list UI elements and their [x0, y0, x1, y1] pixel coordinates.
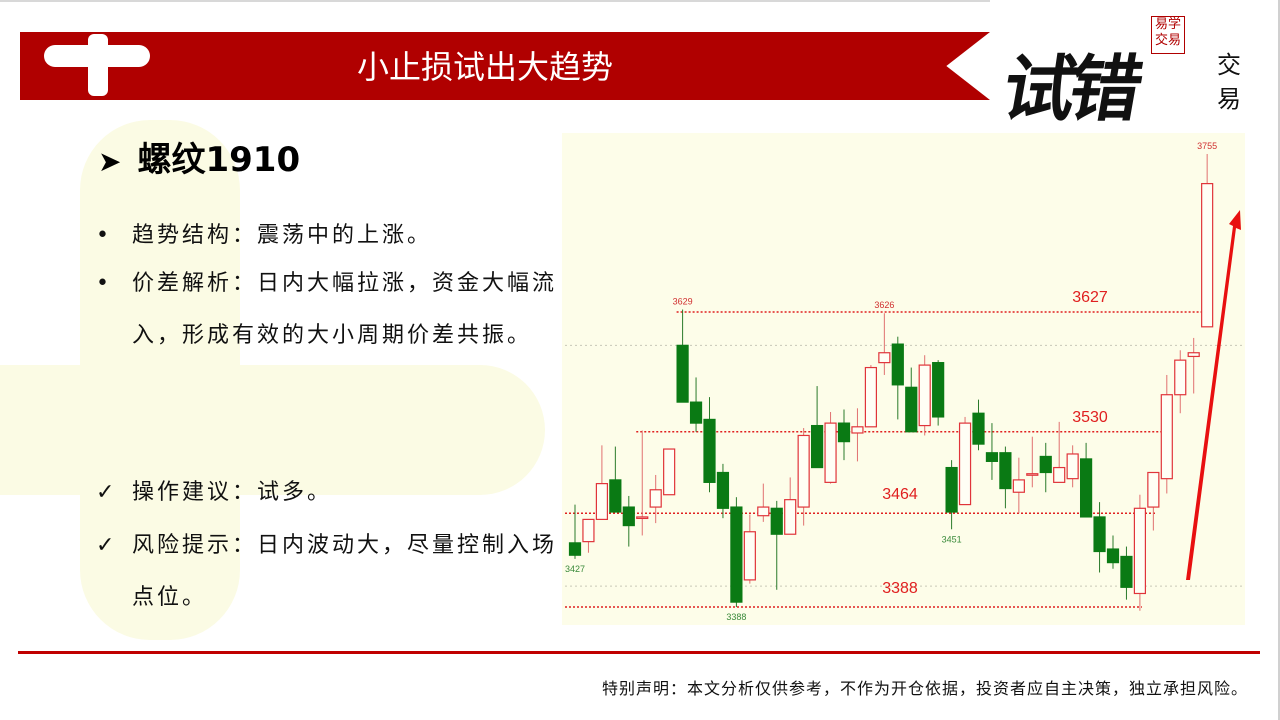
candle-body: [918, 364, 931, 427]
check-item: ✓ 操作建议：试多。: [96, 467, 329, 519]
candle-body: [716, 471, 730, 509]
candle-body: [770, 507, 783, 535]
candle-body: [663, 448, 676, 496]
footer-divider: [18, 651, 1260, 654]
extreme-label: 3755: [1197, 141, 1217, 151]
candle-body: [985, 452, 999, 462]
level-label: 3530: [1072, 409, 1108, 426]
candle-body: [649, 489, 662, 508]
level-label: 3388: [882, 580, 918, 597]
candle-body: [1093, 516, 1106, 553]
candle-body: [1079, 458, 1093, 518]
candle-body: [864, 366, 878, 428]
trend-arrow-icon: [1186, 210, 1241, 580]
candle-body: [851, 426, 864, 434]
candle-body: [595, 483, 609, 521]
arrow-bullet-icon: ➤: [98, 145, 122, 178]
candle-body: [784, 499, 797, 535]
candle-body: [905, 386, 918, 433]
candle-body: [932, 362, 945, 418]
extreme-label: 3629: [673, 297, 693, 307]
candle-body: [730, 506, 743, 603]
candle-body: [676, 344, 689, 403]
candle-body: [1106, 548, 1120, 564]
candle-body: [689, 401, 703, 424]
candle-body: [1187, 352, 1200, 358]
bullet-icon: •: [96, 223, 109, 248]
heading-text: 螺纹1910: [137, 140, 301, 180]
bullet-icon: •: [96, 271, 109, 296]
candle-body: [568, 542, 582, 556]
bullet-text: 趋势结构：震荡中的上涨。: [132, 223, 433, 248]
extreme-label: 3451: [942, 534, 962, 544]
extreme-label: 3626: [874, 300, 894, 310]
level-label: 3627: [1072, 289, 1108, 306]
candle-body: [582, 518, 595, 543]
candle-body: [636, 516, 649, 520]
check-text: 风险提示：日内波动大，尽量控制入场点位。: [132, 533, 558, 610]
candle-body: [810, 424, 824, 469]
page-title: 小止损试出大趋势: [356, 48, 613, 86]
candle-body: [622, 506, 635, 527]
brand-logo: 试错 交易 易学交易: [996, 10, 1255, 131]
candle-body: [1174, 359, 1187, 396]
extreme-label: 3388: [726, 612, 746, 622]
candle-body: [972, 412, 985, 445]
extreme-label: 3427: [565, 564, 585, 574]
candle-body: [891, 343, 904, 386]
disclaimer: 特别声明：本文分析仅供参考，不作为开仓依据，投资者应自主决策，独立承担风险。: [601, 679, 1248, 698]
candle-body: [797, 434, 810, 508]
check-text: 操作建议：试多。: [132, 480, 333, 505]
candle-body: [1133, 507, 1147, 595]
section-heading: ➤ 螺纹1910: [98, 132, 300, 181]
candle-body: [1012, 479, 1025, 493]
candle-body: [999, 452, 1012, 490]
logo-side-text: 交易: [1217, 51, 1241, 113]
top-divider: [0, 0, 990, 2]
candle-body: [837, 422, 851, 443]
logo-seal: 易学交易: [1151, 16, 1185, 54]
candle-body: [1039, 455, 1052, 474]
candle-body: [1120, 555, 1133, 588]
candle-body: [945, 466, 958, 513]
title-banner: [20, 32, 990, 100]
bullet-text: 价差解析：日内大幅拉涨，资金大幅流入，形成有效的大小周期价差共振。: [132, 271, 558, 348]
candle-body: [1201, 183, 1214, 328]
bullet-item: • 趋势结构：震荡中的上涨。: [96, 210, 429, 262]
candle-body: [1026, 473, 1039, 476]
candle-body: [1066, 453, 1079, 480]
right-border: [1278, 0, 1280, 720]
bullet-item: • 价差解析：日内大幅拉涨，资金大幅流入，形成有效的大小周期价差共振。: [96, 258, 554, 348]
candle-body: [958, 422, 972, 506]
candle-body: [824, 422, 837, 483]
background-shape: [0, 365, 545, 495]
candle-body: [757, 506, 770, 517]
candle-body: [1053, 466, 1066, 483]
check-item: ✓ 风险提示：日内波动大，尽量控制入场点位。: [96, 520, 554, 610]
cross-logo-icon: [44, 45, 150, 67]
candle-body: [609, 479, 622, 513]
check-icon: ✓: [96, 480, 115, 505]
candle-body: [743, 531, 756, 581]
check-icon: ✓: [96, 533, 115, 558]
candle-body: [1160, 394, 1173, 480]
candle-body: [1147, 471, 1160, 508]
candle-body: [878, 352, 891, 364]
candle-body: [703, 418, 716, 483]
level-label: 3464: [882, 486, 918, 503]
